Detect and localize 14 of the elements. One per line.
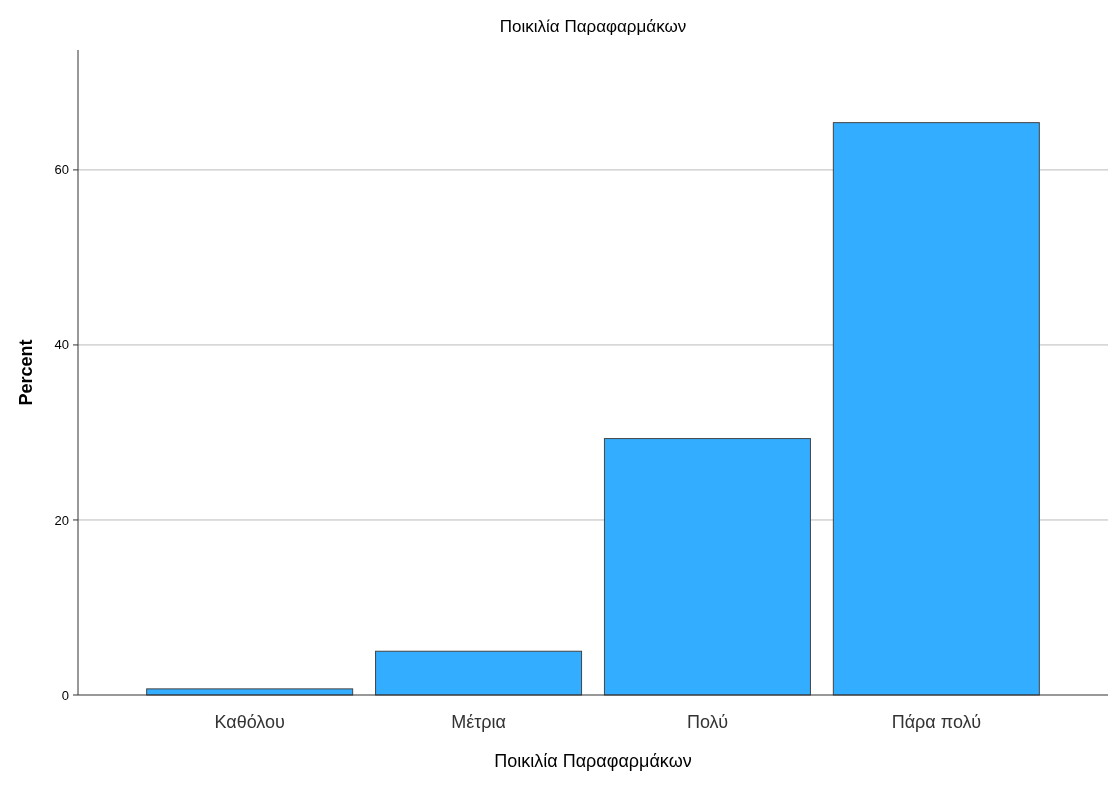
y-axis-title: Percent — [16, 339, 36, 406]
x-axis-title: Ποικιλία Παραφαρμάκων — [494, 751, 692, 771]
y-tick-label: 20 — [54, 512, 69, 528]
bar — [375, 650, 583, 696]
x-tick-label: Πάρα πολύ — [891, 712, 981, 732]
y-tick-label: 40 — [54, 337, 69, 353]
chart-title: Ποικιλία Παραφαρμάκων — [499, 17, 687, 36]
x-tick-label: Καθόλου — [214, 712, 285, 732]
x-tick-label: Πολύ — [686, 712, 728, 732]
y-tick-label: 60 — [54, 162, 69, 178]
x-tick-label: Μέτρια — [451, 712, 506, 732]
bar — [603, 438, 811, 696]
bar — [832, 122, 1040, 696]
y-tick-label: 0 — [61, 687, 69, 703]
